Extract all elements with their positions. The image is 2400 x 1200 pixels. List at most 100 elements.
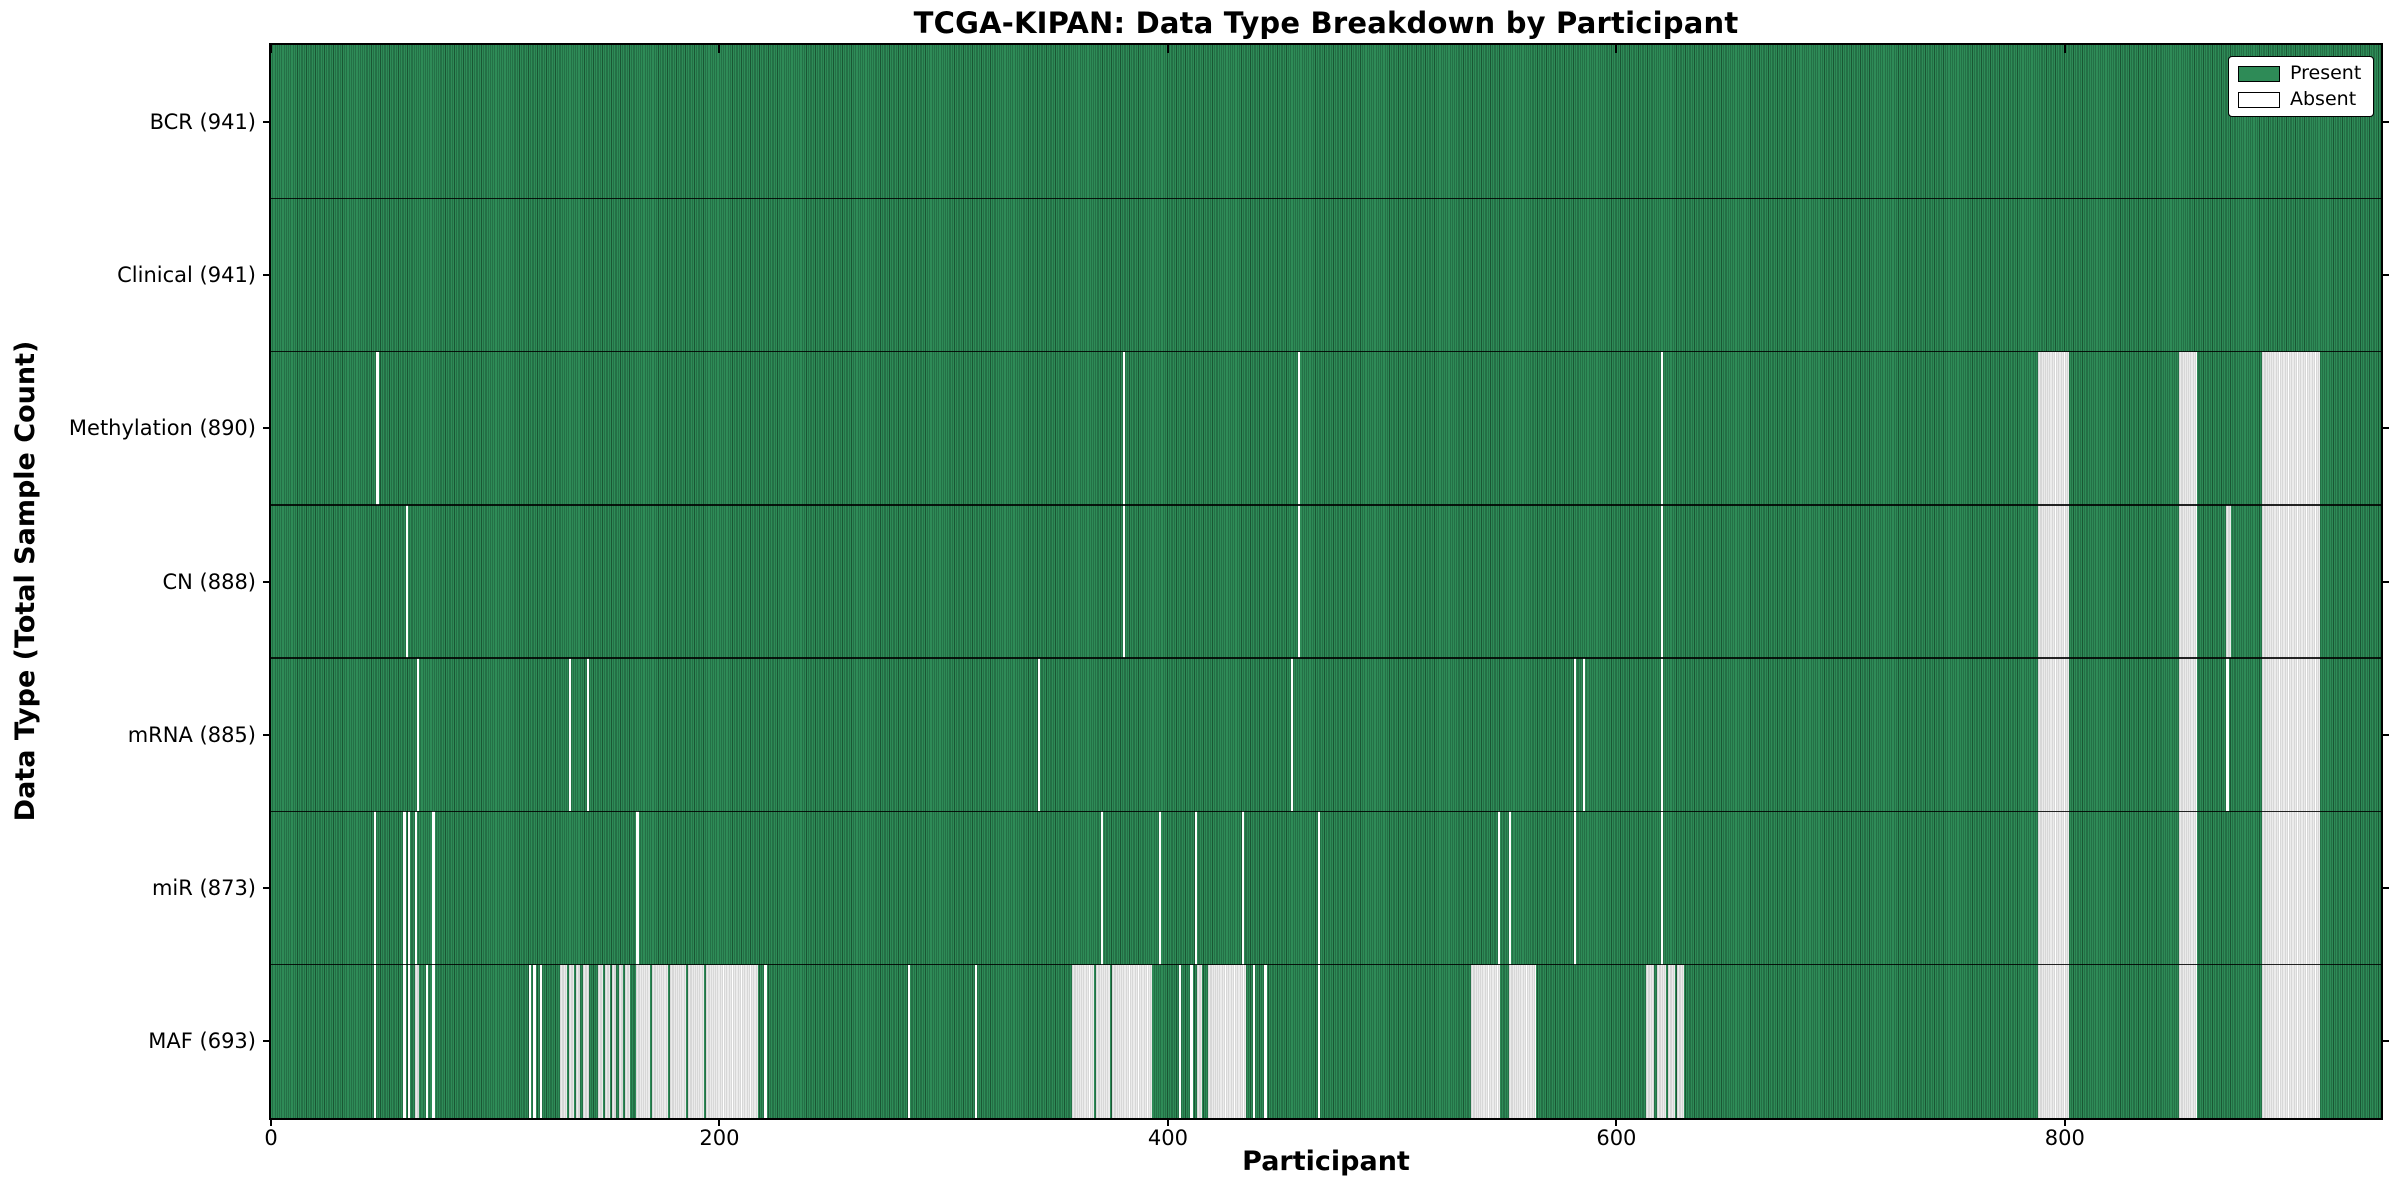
x-tick-mark — [2063, 1118, 2066, 1126]
absent-block — [1470, 964, 1500, 1118]
absent-block — [1508, 964, 1536, 1118]
absent-block — [2179, 964, 2198, 1118]
x-tick-mark — [718, 45, 721, 53]
absent-block — [1096, 964, 1110, 1118]
absent-block — [1508, 811, 1511, 965]
x-tick-label: 0 — [264, 1126, 278, 1150]
absent-block — [414, 964, 419, 1118]
absent-block — [2037, 964, 2070, 1118]
x-tick-label: 200 — [699, 1126, 740, 1150]
absent-block — [2179, 658, 2198, 812]
absent-block — [1241, 811, 1245, 965]
x-tick-mark — [1166, 1118, 1169, 1126]
absent-block — [1253, 964, 1256, 1118]
y-tick-mark — [2381, 1040, 2389, 1043]
absent-block — [1318, 811, 1321, 965]
x-tick-label: 800 — [2044, 1126, 2085, 1150]
y-tick-mark — [2381, 427, 2389, 430]
absent-block — [1197, 964, 1202, 1118]
absent-block — [540, 964, 543, 1118]
absent-block — [432, 964, 435, 1118]
absent-block — [2179, 351, 2198, 505]
absent-block — [587, 658, 590, 812]
absent-block — [1661, 811, 1664, 965]
absent-block — [403, 964, 406, 1118]
absent-block — [425, 964, 428, 1118]
absent-block — [2262, 811, 2321, 965]
absent-block — [2037, 658, 2070, 812]
absent-swatch-icon — [2238, 91, 2280, 108]
y-tick-label: miR (873) — [151, 876, 256, 901]
absent-block — [688, 964, 704, 1118]
absent-block — [405, 504, 408, 659]
absent-block — [605, 964, 610, 1118]
absent-block — [598, 964, 603, 1118]
x-tick-mark — [1166, 45, 1169, 53]
absent-block — [618, 964, 624, 1118]
absent-block — [1661, 351, 1664, 505]
absent-block — [374, 964, 377, 1118]
absent-block — [670, 964, 686, 1118]
y-tick-mark — [263, 887, 271, 890]
x-tick-mark — [270, 1118, 272, 1126]
row-separator — [271, 350, 2381, 353]
absent-block — [569, 658, 572, 812]
absent-block — [1667, 964, 1675, 1118]
y-tick-mark — [2381, 580, 2389, 583]
legend-label-present: Present — [2290, 62, 2362, 84]
absent-block — [652, 964, 668, 1118]
absent-block — [907, 964, 911, 1118]
absent-block — [625, 964, 630, 1118]
y-tick-mark — [263, 427, 271, 430]
absent-block — [1297, 504, 1301, 659]
y-tick-label: Clinical (941) — [117, 262, 256, 287]
absent-block — [1676, 964, 1684, 1118]
absent-block — [2037, 811, 2070, 965]
x-axis-label: Participant — [1242, 1146, 1410, 1177]
absent-block — [1123, 504, 1126, 659]
absent-block — [1297, 351, 1301, 505]
absent-block — [1100, 811, 1103, 965]
y-tick-mark — [263, 120, 271, 123]
x-tick-label: 600 — [1596, 1126, 1637, 1150]
row-separator — [271, 197, 2381, 200]
absent-block — [636, 811, 639, 965]
absent-block — [2262, 964, 2321, 1118]
x-tick-mark — [2063, 45, 2066, 53]
absent-block — [1194, 811, 1198, 965]
y-tick-mark — [2381, 733, 2389, 736]
absent-block — [1497, 811, 1500, 965]
row-separator — [271, 504, 2381, 506]
absent-block — [407, 811, 410, 965]
chart-title: TCGA-KIPAN: Data Type Breakdown by Parti… — [913, 6, 1739, 40]
absent-block — [1291, 658, 1294, 812]
absent-block — [582, 964, 590, 1118]
legend: Present Absent — [2228, 56, 2374, 117]
absent-block — [376, 351, 379, 505]
absent-block — [1661, 504, 1664, 659]
y-tick-mark — [263, 1040, 271, 1043]
absent-block — [1573, 658, 1576, 812]
absent-block — [528, 964, 532, 1118]
x-tick-mark — [1615, 45, 1618, 53]
y-tick-mark — [2381, 273, 2389, 276]
absent-block — [2262, 351, 2321, 505]
absent-block — [533, 964, 536, 1118]
y-tick-label: CN (888) — [162, 569, 256, 594]
x-tick-mark — [1615, 1118, 1618, 1126]
row-separator — [271, 810, 2381, 813]
y-tick-label: MAF (693) — [148, 1029, 256, 1054]
y-tick-label: Methylation (890) — [68, 416, 256, 441]
absent-block — [975, 964, 978, 1118]
absent-block — [416, 658, 419, 812]
y-tick-mark — [263, 580, 271, 583]
absent-block — [1661, 658, 1664, 812]
absent-block — [414, 811, 417, 965]
y-tick-mark — [2381, 120, 2389, 123]
absent-block — [560, 964, 567, 1118]
absent-block — [1123, 351, 1126, 505]
absent-block — [2179, 811, 2198, 965]
absent-block — [1656, 964, 1666, 1118]
x-tick-mark — [718, 1118, 721, 1126]
absent-block — [1037, 658, 1041, 812]
